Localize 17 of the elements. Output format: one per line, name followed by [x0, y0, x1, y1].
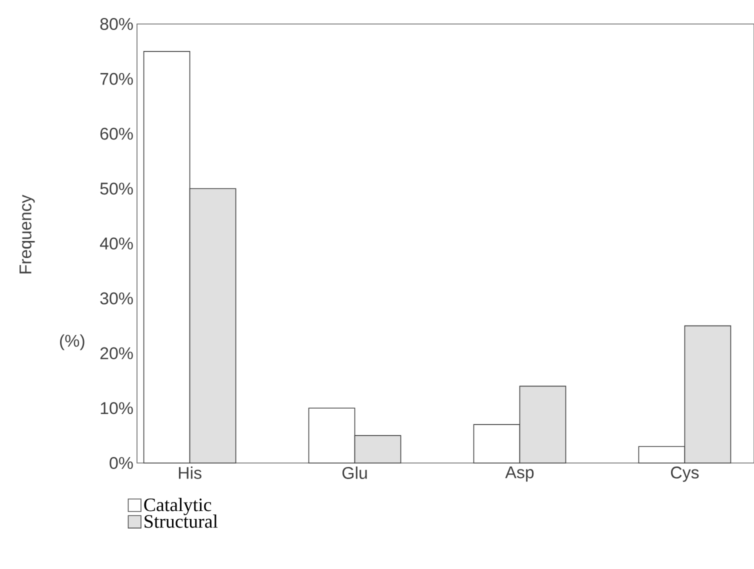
- legend-label: Structural: [144, 514, 218, 528]
- y-tick-label: 60%: [100, 128, 133, 140]
- y-tick-label: 30%: [100, 292, 133, 304]
- x-tick-label: Cys: [670, 466, 699, 482]
- y-tick-label: 70%: [100, 72, 133, 85]
- y-tick-label: 0%: [110, 457, 133, 469]
- x-tick-label: His: [178, 466, 202, 479]
- y-tick-label: 20%: [100, 347, 133, 360]
- text: (%): [60, 334, 84, 350]
- legend-label: Catalytic: [144, 498, 212, 516]
- y-tick-label: 40%: [100, 238, 133, 250]
- x-tick-label: Asp: [505, 466, 534, 482]
- y-tick-label: 10%: [100, 402, 133, 414]
- y-axis-title: Frequency: [20, 194, 35, 274]
- x-tick-label: Glu: [342, 466, 367, 479]
- y-tick-label: 50%: [100, 182, 133, 195]
- y-tick-label: 80%: [100, 18, 133, 30]
